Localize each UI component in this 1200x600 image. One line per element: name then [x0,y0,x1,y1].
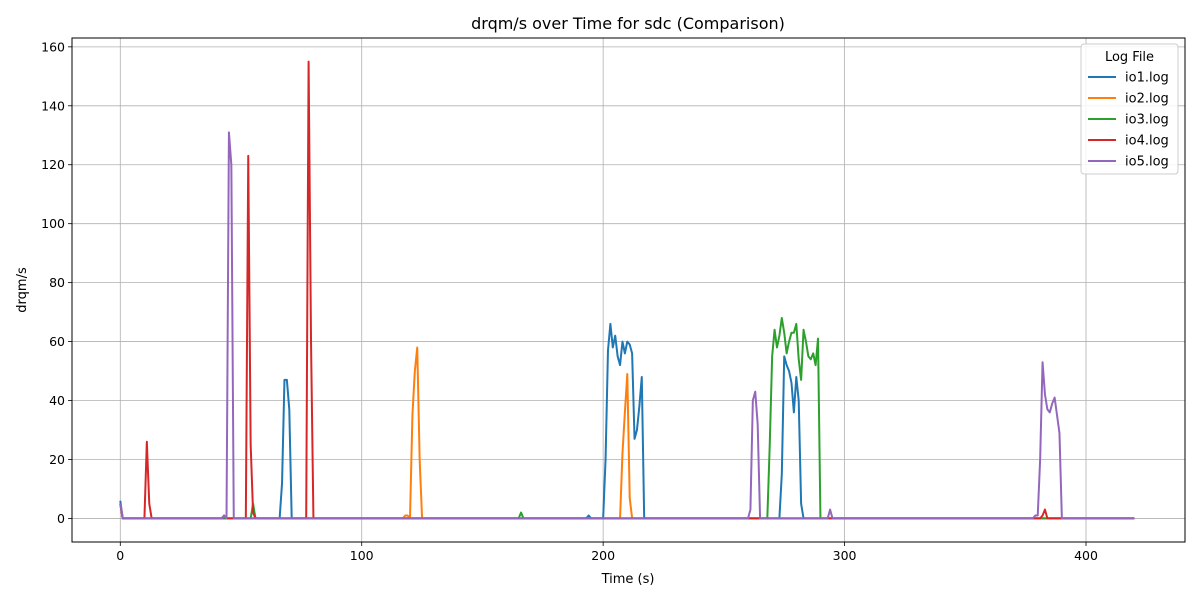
series-line-io1 [119,322,1135,520]
chart-title: drqm/s over Time for sdc (Comparison) [471,14,785,33]
legend-label-io3: io3.log [1125,113,1169,128]
x-axis-label: Time (s) [601,572,655,587]
legend-label-io4: io4.log [1125,134,1169,149]
series-lines [119,60,1135,520]
series-line-io5 [119,131,1135,520]
x-axis: 0 100 200 300 400 [116,542,1098,563]
x-tick-label: 400 [1074,548,1098,563]
y-tick-label: 20 [49,452,65,467]
legend: Log File io1.log io2.log io3.log io4.log io5… [1080,43,1179,175]
y-tick-label: 160 [41,39,65,54]
y-axis: 0 20 40 60 80 100 120 140 160 [41,39,72,526]
y-axis-label: drqm/s [15,267,30,313]
legend-label-io1: io1.log [1125,71,1169,86]
y-tick-label: 60 [49,334,65,349]
legend-title: Log File [1105,50,1154,65]
x-tick-label: 100 [350,548,374,563]
y-tick-label: 40 [49,393,65,408]
legend-label-io2: io2.log [1125,92,1169,107]
y-tick-label: 80 [49,275,65,290]
series-line-io4 [119,60,1135,520]
x-tick-label: 0 [116,548,124,563]
y-tick-label: 140 [41,98,65,113]
x-tick-label: 200 [591,548,615,563]
y-tick-label: 120 [41,157,65,172]
y-tick-label: 100 [41,216,65,231]
x-tick-label: 300 [833,548,857,563]
legend-label-io5: io5.log [1125,155,1169,170]
y-tick-label: 0 [57,511,65,526]
plot-frame [71,37,1186,543]
series-line-io2 [119,346,1135,520]
legend-entries: io1.log io2.log io3.log io4.log io5.log [1088,71,1169,170]
